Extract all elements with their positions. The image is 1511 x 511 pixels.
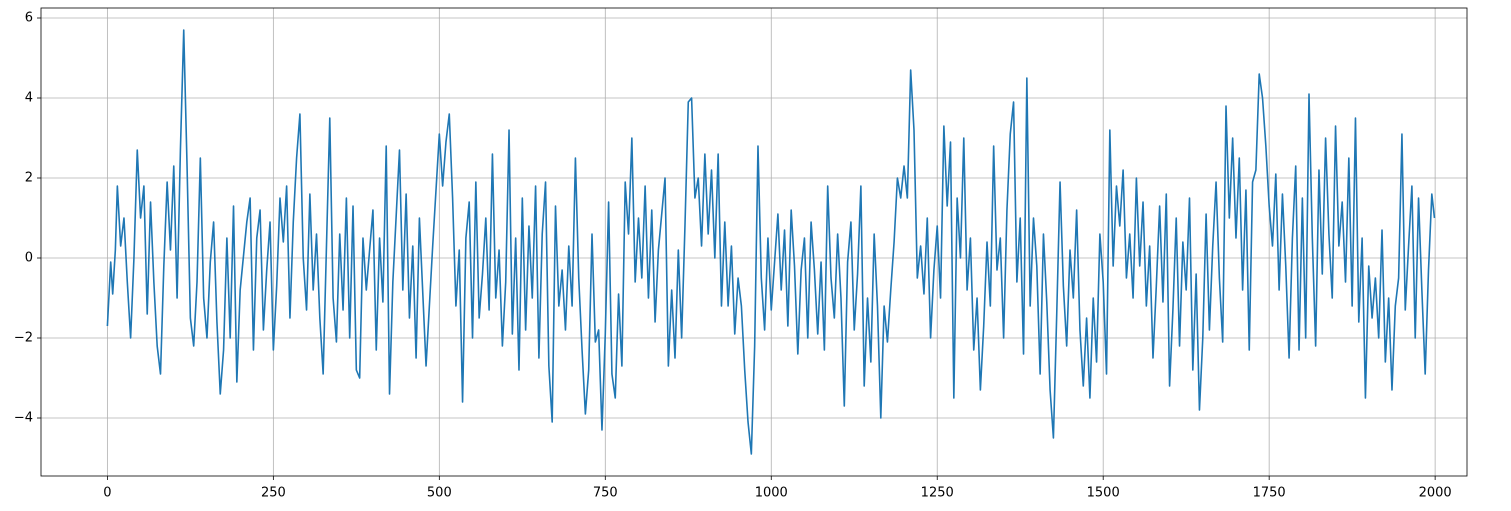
x-tick-label: 1000 [755, 486, 788, 501]
x-tick-label: 500 [427, 486, 452, 501]
y-tick-label: 6 [25, 11, 33, 26]
x-tick-label: 0 [103, 486, 111, 501]
x-tick-label: 1250 [921, 486, 954, 501]
y-tick-label: 4 [25, 91, 33, 106]
x-tick-label: 750 [593, 486, 618, 501]
x-tick-label: 1500 [1087, 486, 1120, 501]
y-tick-label: −4 [14, 411, 33, 426]
x-tick-label: 1750 [1253, 486, 1286, 501]
y-tick-label: −2 [14, 331, 33, 346]
data-line [106, 29, 1436, 455]
y-tick-label: 2 [25, 171, 33, 186]
y-tick-label: 0 [25, 251, 33, 266]
x-tick-label: 250 [261, 486, 286, 501]
plot-frame [40, 7, 1468, 477]
x-tick-label: 2000 [1419, 486, 1452, 501]
